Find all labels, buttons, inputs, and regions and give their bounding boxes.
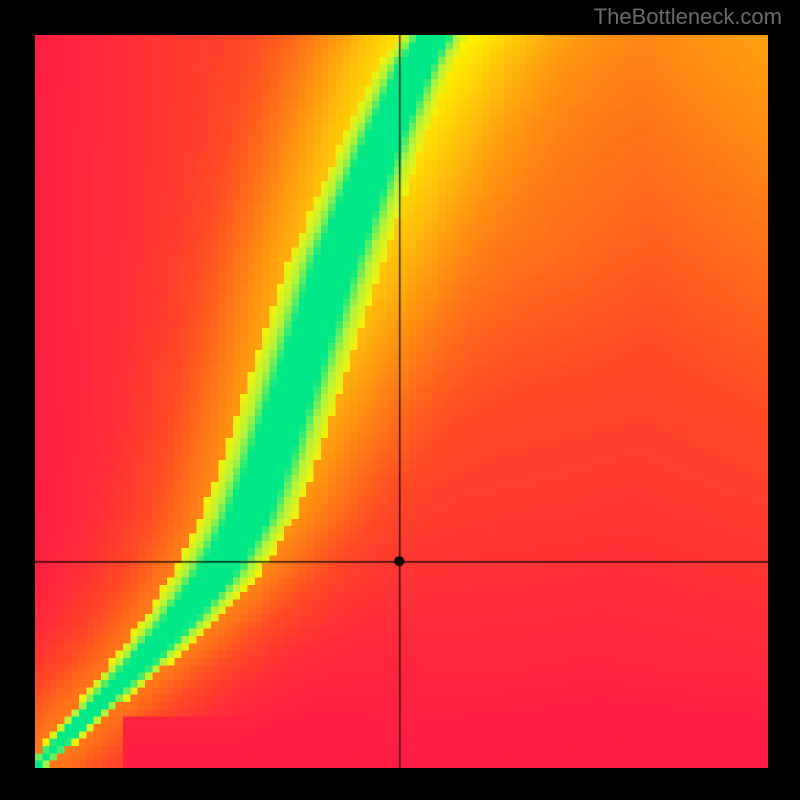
heatmap-canvas (35, 35, 768, 768)
attribution-label: TheBottleneck.com (594, 4, 782, 30)
chart-container: TheBottleneck.com (0, 0, 800, 800)
